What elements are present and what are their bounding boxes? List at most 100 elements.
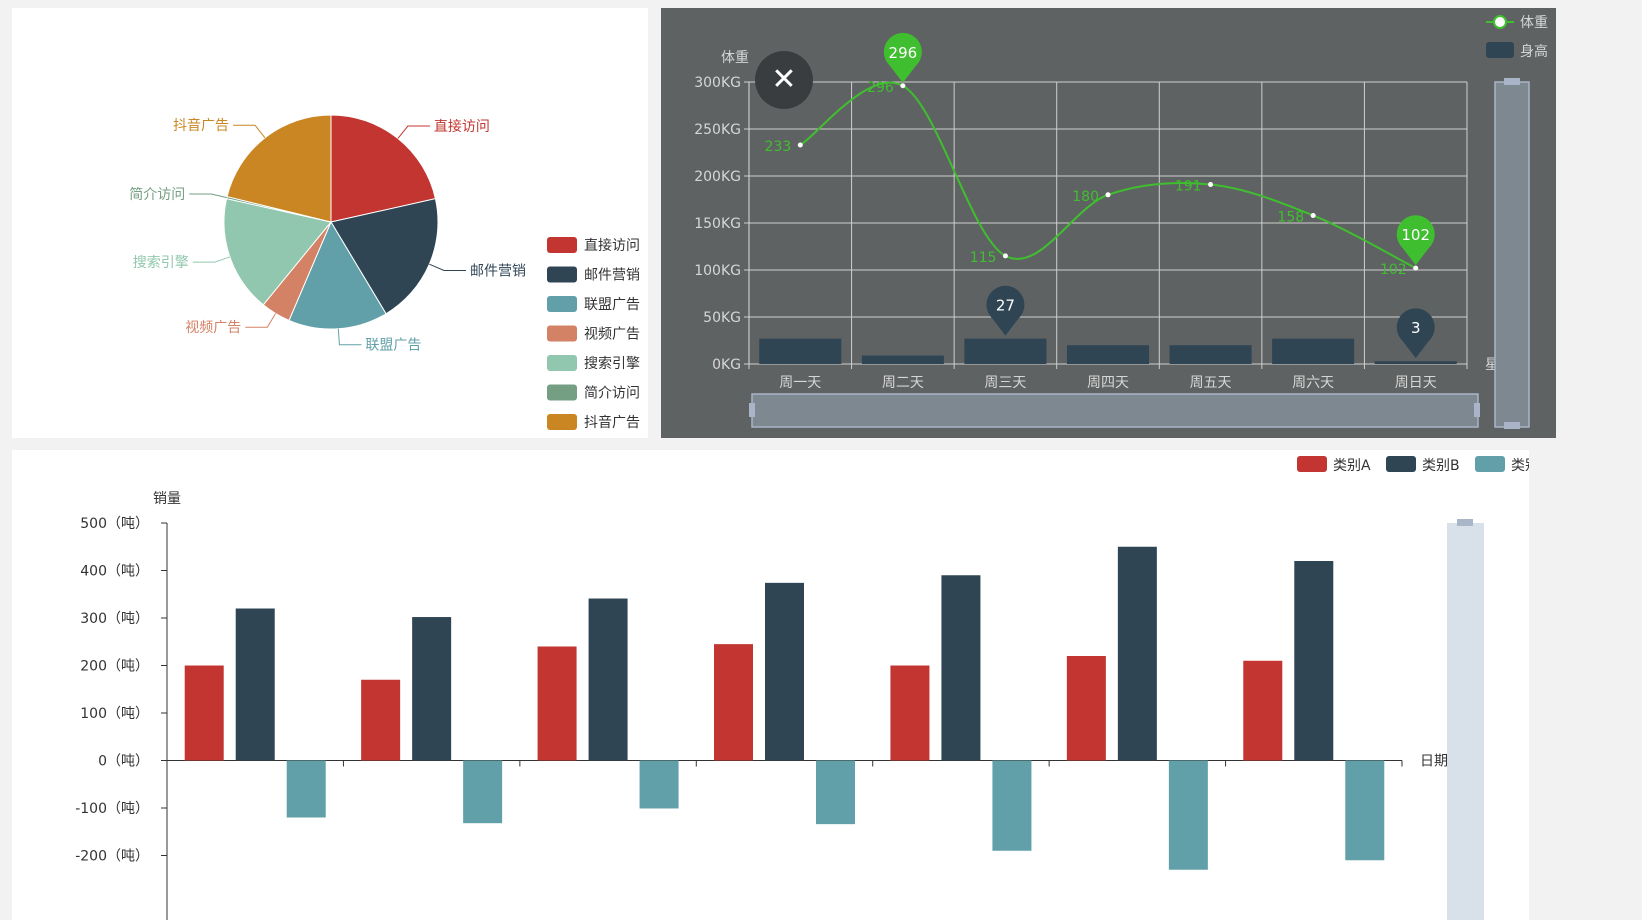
bar-height (1169, 345, 1252, 364)
y-tick-label: 150KG (694, 216, 741, 232)
y-tick-label: 200KG (694, 169, 741, 185)
bar-b (765, 582, 804, 761)
weight-data-label: 191 (1175, 178, 1202, 194)
y-tick-label: 400（吨） (80, 564, 149, 580)
weight-data-label: 180 (1072, 189, 1099, 205)
bar-a (890, 665, 930, 761)
pie-leader-line (429, 263, 467, 271)
bar-b (941, 575, 981, 761)
legend-swatch (1475, 456, 1505, 472)
legend-swatch (1297, 456, 1327, 472)
pie-slice-label: 直接访问 (434, 118, 490, 135)
bar-c (463, 760, 503, 824)
bar-a (184, 665, 224, 761)
bar-c (992, 760, 1032, 851)
bar-b (1117, 546, 1157, 761)
bar-b (588, 598, 628, 761)
bar-height (1374, 361, 1457, 364)
height-markpoint (1396, 308, 1435, 359)
bar-c (1168, 760, 1208, 870)
y-datazoom-slider (1494, 81, 1530, 428)
x-datazoom-handle (749, 403, 755, 417)
pie-chart-panel: 直接访问 邮件营销 联盟广告 视频广告 搜索引擎 简介访问 抖音广告 直接访问 邮件营销 联盟广告… (12, 8, 648, 438)
y-tick-label: 300KG (694, 75, 741, 91)
bar-c (1345, 760, 1385, 861)
legend-swatch (547, 325, 577, 342)
legend-swatch (547, 355, 577, 371)
x-tick-label: 周六天 (1292, 375, 1334, 391)
weight-chart-panel: 0KG 50KG 100KG 150KG 200KG 250KG 300KG 体重周一天 周二天… (661, 8, 1556, 438)
bar-a (537, 646, 577, 761)
bar-a (361, 679, 401, 761)
bar-height (759, 338, 842, 364)
pie-slice (288, 220, 387, 330)
weight-markpoint-label: 102 (1401, 226, 1430, 244)
legend-swatch (547, 384, 577, 401)
weight-data-label: 158 (1277, 209, 1304, 225)
legend-label: 视频广告 (584, 327, 640, 343)
close-icon[interactable]: ✕ (755, 51, 813, 109)
bar-height (861, 355, 944, 364)
pie-leader-line (192, 256, 231, 263)
legend-label: 直接访问 (584, 237, 640, 254)
bar-c (286, 760, 326, 818)
x-datazoom-handle (1474, 403, 1480, 417)
legend-label: 联盟广告 (584, 297, 640, 313)
legend-label: 搜索引擎 (584, 355, 640, 372)
y-datazoom-slider (1447, 523, 1484, 920)
legend-label: 类别A (1333, 458, 1371, 474)
height-markpoint-label: 3 (1411, 319, 1421, 337)
y-datazoom-handle (1504, 422, 1520, 429)
legend-label: 简介访问 (584, 385, 640, 402)
legend-swatch (547, 266, 577, 283)
pie-slice (223, 198, 332, 306)
pie-slice-label: 简介访问 (129, 186, 185, 203)
weight-point (1310, 212, 1316, 218)
pie-slice (330, 114, 437, 223)
y-datazoom-handle (1457, 519, 1473, 526)
bar-height (1066, 345, 1150, 364)
y-axis-title: 体重 (721, 50, 749, 66)
weight-line (799, 81, 1417, 270)
legend-swatch (547, 414, 577, 430)
sales-bar-chart: 500（吨） 400（吨） 300（吨） 200（吨） 100（吨） 0（吨） -100（吨… (75, 456, 1529, 920)
legend-label: 抖音广告 (584, 414, 640, 431)
x-tick-label: 周二天 (882, 375, 924, 391)
y-tick-label: 0（吨） (98, 754, 149, 770)
weight-point (1105, 192, 1111, 198)
sales-chart-panel: 500（吨） 400（吨） 300（吨） 200（吨） 100（吨） 0（吨） -100（吨… (12, 450, 1529, 920)
pie-slice-label: 邮件营销 (470, 263, 526, 279)
pie-slice (226, 114, 332, 223)
weight-data-label: 233 (765, 139, 792, 155)
y-tick-label: 50KG (703, 310, 741, 326)
weight-markpoint-label: 296 (889, 44, 918, 62)
x-datazoom-slider (751, 393, 1479, 428)
bar-c (639, 760, 679, 809)
pie-leader-line (245, 313, 277, 328)
weight-point (1208, 181, 1214, 187)
legend-swatch (547, 296, 577, 312)
height-markpoint (986, 285, 1025, 336)
y-axis-title: 销量 (153, 491, 181, 507)
pie-slice-label: 联盟广告 (365, 338, 421, 354)
y-tick-label: 0KG (712, 357, 741, 373)
bar-height (1272, 338, 1355, 364)
y-datazoom-handle (1504, 78, 1520, 85)
x-tick-label: 周三天 (984, 375, 1026, 391)
pie-leader-line (189, 193, 227, 199)
y-tick-label: 100KG (694, 263, 741, 279)
pie-leader-line (397, 125, 430, 139)
weight-markpoint (883, 32, 922, 83)
x-tick-label: 周五天 (1190, 375, 1232, 391)
legend-marker (1493, 15, 1507, 29)
bar-a (1066, 656, 1106, 761)
legend-label: 身高 (1520, 43, 1548, 60)
pie-slice-label: 搜索引擎 (133, 254, 189, 271)
y-tick-label: 250KG (694, 122, 741, 138)
x-tick-label: 周一天 (779, 375, 821, 391)
pie-leader-line (337, 328, 362, 346)
bar-a (714, 644, 753, 761)
weight-markpoint (1396, 215, 1435, 266)
y-tick-label: 100（吨） (80, 706, 149, 722)
